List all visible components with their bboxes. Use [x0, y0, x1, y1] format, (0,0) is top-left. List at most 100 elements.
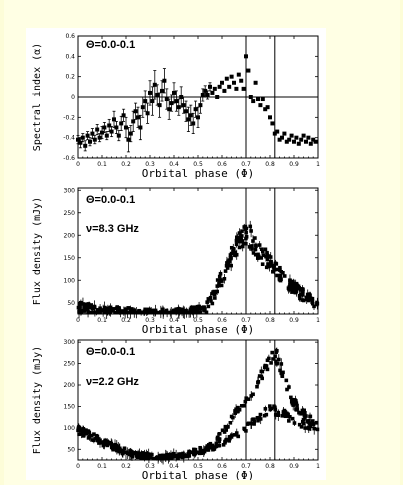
data-point	[217, 84, 222, 89]
data-point	[160, 88, 164, 93]
data-point	[79, 300, 83, 305]
y-tick-label: 100	[64, 277, 76, 284]
data-point	[237, 245, 242, 250]
data-point	[165, 310, 169, 315]
data-point	[200, 92, 205, 97]
data-point	[292, 401, 297, 406]
data-point	[287, 385, 291, 389]
data-point	[253, 252, 258, 257]
data-point	[296, 141, 301, 146]
data-point	[264, 254, 268, 259]
x-tick-label: 0.6	[217, 161, 227, 168]
data-point	[293, 398, 298, 403]
data-point	[270, 121, 275, 126]
data-point	[137, 308, 141, 313]
data-point	[276, 411, 281, 416]
data-point	[265, 252, 269, 257]
data-point	[133, 451, 138, 456]
data-point	[308, 414, 312, 419]
chart-svg: 0 0.1 0.2 0.3 0.4 0.5 0.6 0.7 0.8 0.9 1 -0.6 -0.4 -0.…	[32, 33, 320, 480]
data-point	[260, 249, 265, 254]
y-tick-label: 200	[64, 382, 76, 389]
data-point	[92, 432, 96, 436]
x-tick-label: 0.7	[241, 463, 251, 470]
data-point	[297, 293, 302, 298]
data-point	[248, 95, 253, 99]
data-point	[259, 247, 264, 252]
data-point	[258, 412, 263, 417]
data-point	[294, 135, 299, 140]
data-point	[264, 412, 269, 417]
data-point	[195, 308, 200, 312]
y-axis-label: Spectral index (α)	[32, 43, 43, 151]
data-point	[260, 97, 265, 102]
data-point	[197, 310, 201, 315]
data-point	[242, 241, 247, 246]
data-point	[228, 421, 233, 425]
x-tick-label: 0.3	[145, 463, 155, 470]
axes-frame	[77, 187, 319, 315]
data-point	[305, 292, 310, 297]
data-point	[105, 306, 110, 311]
data-point	[274, 413, 279, 417]
data-point	[263, 363, 267, 368]
data-point	[290, 397, 294, 402]
data-point	[119, 449, 124, 454]
data-point	[303, 426, 308, 430]
data-point	[210, 90, 215, 95]
data-point	[253, 80, 258, 85]
data-point	[116, 448, 121, 453]
data-point	[235, 409, 239, 414]
data-point	[210, 291, 214, 296]
data-point	[243, 399, 248, 404]
panel-spectral-index: 0 0.1 0.2 0.3 0.4 0.5 0.6 0.7 0.8 0.9 1 -0.6 -0.4 -0.…	[32, 33, 320, 180]
data-point	[92, 304, 97, 309]
data-point	[234, 242, 239, 247]
data-point	[301, 417, 306, 422]
data-point	[90, 434, 94, 438]
data-point	[274, 359, 278, 364]
data-point	[220, 80, 224, 85]
data-point	[193, 107, 198, 112]
data-point	[218, 271, 223, 276]
data-point	[219, 283, 224, 288]
data-point	[76, 425, 81, 429]
data-point	[183, 310, 188, 315]
data-point	[295, 283, 300, 288]
data-point	[206, 304, 211, 309]
data-point	[88, 310, 93, 315]
y-tick-label: 250	[64, 361, 76, 368]
data-point	[153, 308, 158, 313]
data-point	[205, 444, 210, 448]
y-tick-label: 50	[67, 300, 75, 307]
data-point	[269, 260, 273, 264]
data-point	[244, 396, 249, 400]
data-point	[308, 424, 313, 429]
plot-area: 0 0.1 0.2 0.3 0.4 0.5 0.6 0.7 0.8 0.9 1 -0.6 -0.4 -0.…	[26, 28, 326, 480]
data-point	[162, 78, 167, 83]
data-point	[216, 443, 221, 448]
data-point	[224, 437, 229, 442]
data-point	[312, 304, 316, 309]
data-point	[136, 115, 140, 120]
data-point	[217, 274, 222, 279]
data-point	[77, 432, 81, 437]
data-point	[221, 443, 226, 447]
data-point	[152, 82, 157, 87]
data-point	[244, 429, 248, 433]
data-point	[211, 447, 216, 452]
data-point	[263, 107, 268, 112]
data-point	[174, 310, 179, 315]
data-point	[177, 310, 181, 315]
data-point	[109, 129, 114, 134]
data-point	[301, 298, 306, 303]
data-point	[85, 304, 89, 308]
data-point	[299, 137, 304, 142]
data-point	[232, 80, 236, 85]
data-point	[233, 433, 237, 437]
data-point	[257, 243, 262, 247]
data-point	[210, 443, 215, 448]
data-point	[246, 397, 251, 401]
x-tick-label: 0.2	[121, 317, 131, 324]
data-point	[95, 308, 100, 312]
